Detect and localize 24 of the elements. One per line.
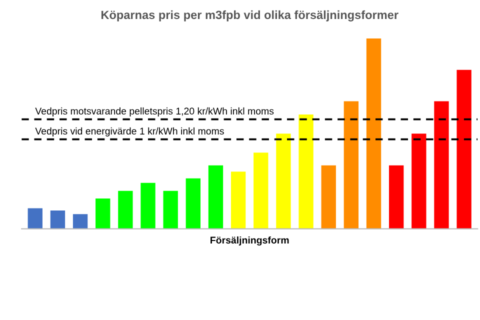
- bar: [276, 134, 291, 229]
- bar: [118, 190, 133, 229]
- bar: [298, 114, 314, 229]
- bar: [366, 38, 382, 229]
- bar: [208, 165, 224, 229]
- bar: [388, 165, 404, 229]
- bar: [344, 101, 359, 229]
- bar: [28, 208, 42, 229]
- bar: [140, 182, 156, 229]
- x-axis-title: Försäljningsform: [210, 236, 289, 246]
- ref-line-label: Vedpris vid energivärde 1 kr/kWh inkl moms: [35, 127, 224, 136]
- bar: [434, 101, 449, 229]
- bar: [456, 70, 472, 229]
- bar: [186, 178, 200, 229]
- ref-line-label: Vedpris motsvarande pelletspris 1,20 kr/kWh inkl moms: [35, 107, 274, 116]
- chart-title: Köparnas pris per m3fpb vid olika försäljningsformer: [101, 10, 398, 22]
- bar: [321, 165, 336, 229]
- bar: [50, 210, 66, 229]
- bar: [230, 172, 246, 229]
- bar: [412, 134, 426, 229]
- bar: [96, 198, 110, 229]
- bar: [72, 214, 88, 229]
- bar: [163, 190, 178, 229]
- bar: [254, 152, 268, 229]
